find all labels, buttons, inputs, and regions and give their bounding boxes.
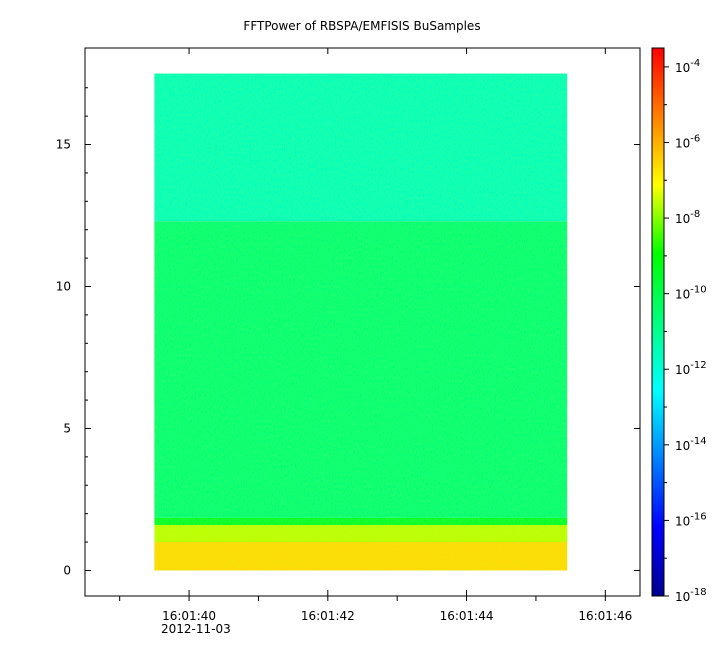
x-tick-label: 16:01:42	[301, 609, 355, 623]
y-tick-label: 15	[56, 138, 71, 152]
y-axis: 0 5 10 15	[56, 87, 640, 577]
y-tick-label: 5	[63, 421, 71, 435]
colorbar-tick-label: 10-18	[675, 587, 707, 604]
x-axis-date-label: 2012-11-03	[161, 622, 231, 636]
spectrogram-texture	[154, 73, 568, 571]
y-tick-label: 0	[63, 563, 71, 577]
x-tick-label: 16:01:46	[578, 609, 632, 623]
x-tick-label: 16:01:44	[440, 609, 494, 623]
y-tick-label: 10	[56, 280, 71, 294]
colorbar-tick-label: 10-16	[675, 511, 707, 528]
colorbar-tick-label: 10-14	[675, 436, 707, 453]
x-tick-label: 16:01:40	[162, 609, 216, 623]
colorbar-axis: 10-4 10-6 10-8 10-10 10-12 10-14 10-16 10-18	[664, 58, 707, 604]
colorbar	[651, 47, 665, 597]
colorbar-tick-label: 10-4	[675, 58, 700, 75]
colorbar-tick-label: 10-12	[675, 360, 707, 377]
colorbar-tick-label: 10-10	[675, 285, 707, 302]
x-axis: 16:01:40 16:01:42 16:01:44 16:01:46	[119, 48, 632, 623]
chart-title: FFTPower of RBSPA/EMFISIS BuSamples	[243, 19, 480, 33]
colorbar-tick-label: 10-6	[675, 133, 700, 150]
colorbar-tick-label: 10-8	[675, 209, 700, 226]
